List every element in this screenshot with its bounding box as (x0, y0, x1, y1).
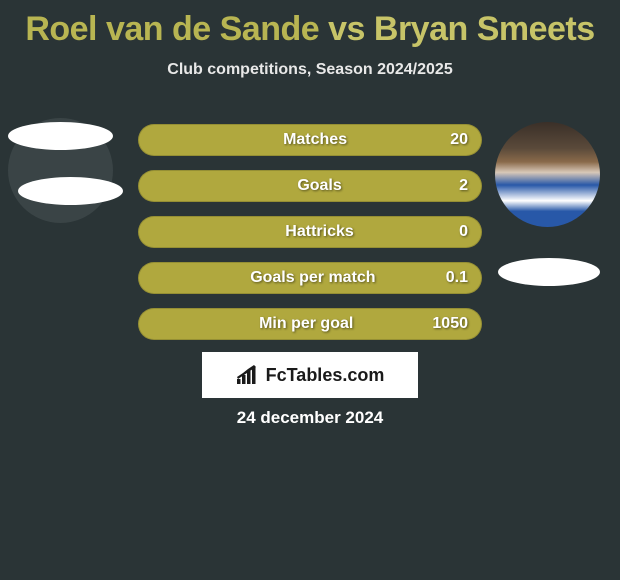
decorative-ellipse (18, 177, 123, 205)
decorative-ellipse (8, 122, 113, 150)
stat-row-mpg: Min per goal 1050 (138, 308, 482, 340)
stat-label: Matches (152, 131, 450, 149)
stat-value: 1050 (432, 315, 468, 333)
stats-container: Matches 20 Goals 2 Hattricks 0 Goals per… (138, 124, 482, 354)
stat-label: Min per goal (152, 315, 432, 333)
comparison-title: Roel van de Sande vs Bryan Smeets (0, 0, 620, 49)
stat-label: Hattricks (152, 223, 459, 241)
stat-value: 2 (459, 177, 468, 195)
stat-label: Goals per match (152, 269, 446, 287)
stat-row-goals: Goals 2 (138, 170, 482, 202)
brand-link[interactable]: FcTables.com (202, 352, 418, 398)
vs-text: vs (328, 10, 365, 48)
stat-value: 0.1 (446, 269, 468, 287)
stat-row-matches: Matches 20 (138, 124, 482, 156)
stat-value: 0 (459, 223, 468, 241)
player1-name: Roel van de Sande (25, 10, 319, 48)
player2-name: Bryan Smeets (374, 10, 595, 48)
player2-avatar (495, 122, 600, 227)
stat-value: 20 (450, 131, 468, 149)
decorative-ellipse (498, 258, 600, 286)
subtitle: Club competitions, Season 2024/2025 (0, 61, 620, 79)
stat-row-gpm: Goals per match 0.1 (138, 262, 482, 294)
stat-label: Goals (152, 177, 459, 195)
stat-row-hattricks: Hattricks 0 (138, 216, 482, 248)
chart-icon (236, 365, 260, 385)
date-text: 24 december 2024 (0, 408, 620, 428)
brand-text: FcTables.com (266, 365, 385, 386)
